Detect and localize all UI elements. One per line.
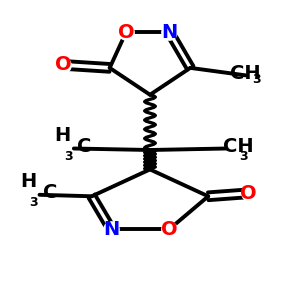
Text: 3: 3: [240, 150, 248, 163]
Text: 3: 3: [253, 73, 261, 86]
Text: O: O: [161, 220, 178, 238]
Text: O: O: [55, 56, 72, 74]
Text: O: O: [118, 22, 134, 41]
Text: 3: 3: [29, 196, 38, 209]
Text: C: C: [77, 136, 91, 156]
Text: N: N: [103, 220, 119, 238]
Text: 3: 3: [64, 150, 72, 163]
Text: H: H: [20, 172, 37, 191]
Text: H: H: [55, 126, 71, 145]
Text: CH: CH: [223, 136, 254, 156]
Text: O: O: [240, 184, 257, 203]
Text: N: N: [161, 22, 178, 41]
Text: C: C: [43, 183, 57, 202]
Text: CH: CH: [230, 64, 261, 83]
